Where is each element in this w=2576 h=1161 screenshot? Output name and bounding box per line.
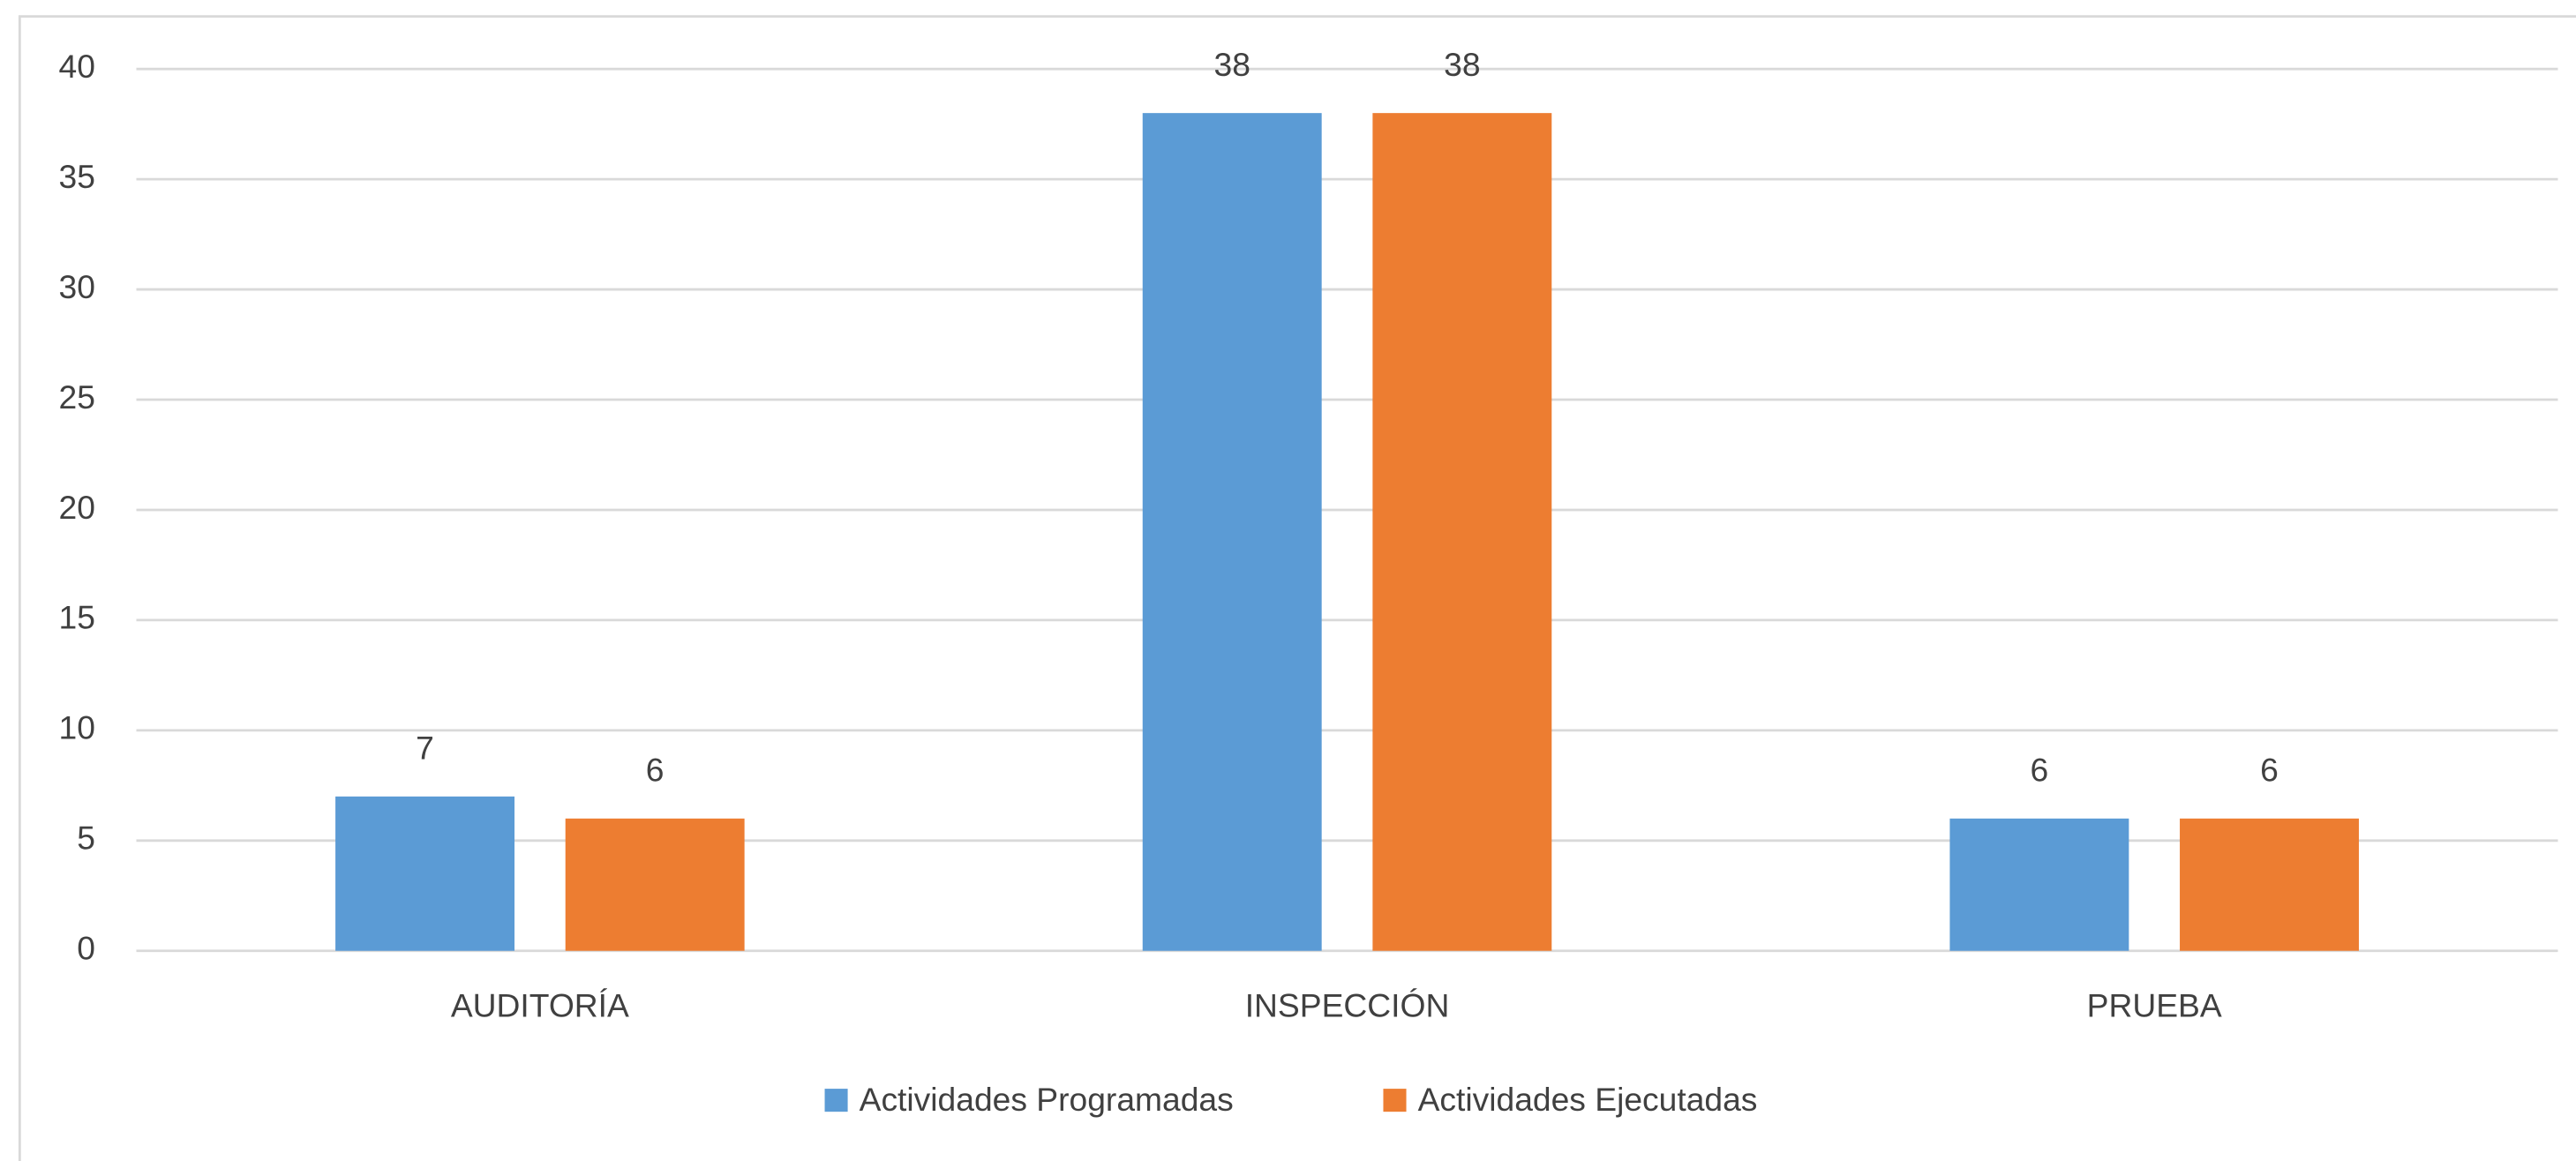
data-label: 38 xyxy=(1444,46,1480,83)
bar xyxy=(335,796,514,951)
x-tick-label: AUDITORÍA xyxy=(451,987,629,1024)
data-label: 6 xyxy=(2031,752,2049,789)
y-tick-label: 0 xyxy=(77,930,95,967)
y-tick-label: 25 xyxy=(59,378,95,416)
y-tick-label: 10 xyxy=(59,709,95,746)
y-tick-label: 20 xyxy=(59,489,95,526)
y-tick-label: 5 xyxy=(77,820,95,857)
bar xyxy=(2180,818,2359,951)
data-label: 6 xyxy=(646,752,665,789)
y-tick-label: 30 xyxy=(59,268,95,305)
legend-label: Actividades Ejecutadas xyxy=(1418,1081,1758,1118)
legend-label: Actividades Programadas xyxy=(860,1081,1234,1118)
y-tick-label: 40 xyxy=(59,48,95,85)
data-label: 38 xyxy=(1214,46,1250,83)
legend-swatch xyxy=(1383,1089,1407,1112)
legend-swatch xyxy=(824,1089,848,1112)
y-tick-label: 35 xyxy=(59,158,95,195)
y-tick-label: 15 xyxy=(59,599,95,636)
x-tick-label: INSPECCIÓN xyxy=(1245,987,1450,1024)
x-tick-label: PRUEBA xyxy=(2087,987,2222,1024)
data-label: 7 xyxy=(416,730,434,767)
data-label: 6 xyxy=(2260,752,2279,789)
bar xyxy=(1949,818,2129,951)
bar xyxy=(1142,113,1322,951)
bar xyxy=(1372,113,1552,951)
bar xyxy=(565,818,745,951)
chart-frame xyxy=(18,15,2576,1161)
